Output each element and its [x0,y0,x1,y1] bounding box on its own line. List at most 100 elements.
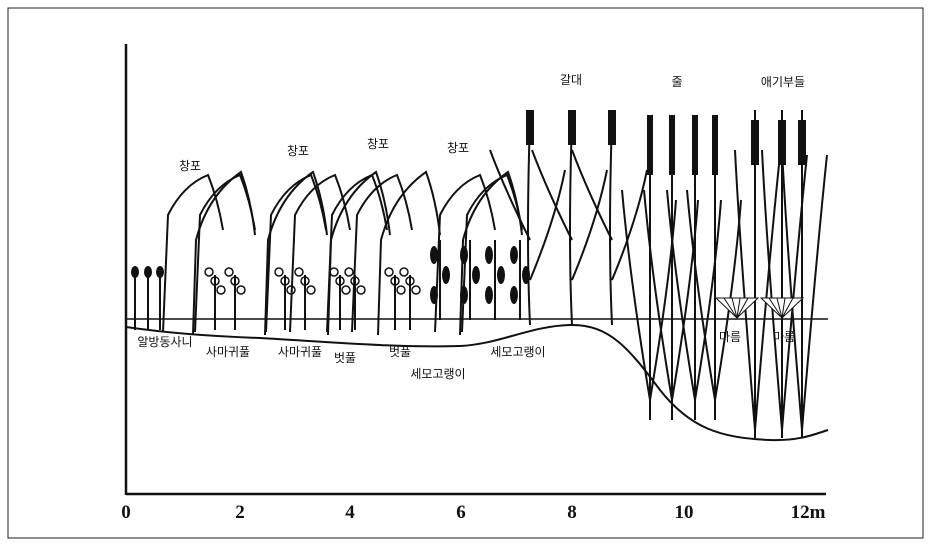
iris-leaf [265,173,327,333]
iris-stem [192,170,256,336]
plant-label: 벗풀 [389,345,411,359]
iris-stem [377,170,441,336]
reed-head [568,110,576,145]
herb-flower [350,276,360,286]
bulrush-leaf [430,246,438,264]
cattail-leaf [781,149,803,431]
herb-flower [294,267,304,277]
herb-flower [405,276,415,286]
herb-flower [204,267,214,277]
herb-flower [399,267,409,277]
rice-leaf [666,189,696,401]
plant-label: 사마귀풀 [206,345,250,359]
cattail-leaf [734,149,756,431]
plant-label: 애기부들 [761,75,805,89]
axis-label: 0 [121,502,131,523]
bulrush-leaf [510,246,518,264]
plant-label: 마름 [773,330,795,344]
cattail-leaf [781,154,808,431]
sedge-head [156,266,164,278]
herb-flower [335,276,345,286]
iris-leaf [289,173,351,333]
ground-profile [125,323,829,442]
rice-leaf [649,199,677,401]
herb-flower [286,285,296,295]
plant-label: 사마귀풀 [278,345,322,359]
herb-flower [344,267,354,277]
iris-leaf [351,173,413,333]
herb-flower [306,285,316,295]
rice-head [669,115,675,175]
herb-flower [230,276,240,286]
rice-head [712,115,718,175]
plant-label: 갈대 [560,73,582,87]
rice-head [647,115,653,175]
plant-label: 알방동사니 [137,335,192,349]
herb-flower [341,285,351,295]
plant-label: 벗풀 [334,351,356,365]
cattail-head [778,120,786,165]
cattail-head [798,120,806,165]
herb-flower [356,285,366,295]
herb-flower [329,267,339,277]
reed-head [608,110,616,145]
cattail-head [751,120,759,165]
herb-flower [210,276,220,286]
plant-label: 창포 [447,141,469,155]
axis-label: 12m [791,502,826,523]
bulrush-leaf [510,286,518,304]
reed-leaf [571,149,613,241]
herb-flower [236,285,246,295]
reed-stem [527,119,531,326]
herb-flower [216,285,226,295]
axis-label: 2 [235,502,245,523]
rice-leaf [671,199,699,401]
bulrush-leaf [497,266,505,284]
bulrush-leaf [430,286,438,304]
bulrush-leaf [485,246,493,264]
reed-leaf [531,149,573,241]
herb-flower [300,276,310,286]
plant-label: 세모고랭이 [490,345,545,359]
herb-flower [274,267,284,277]
bulrush-leaf [485,286,493,304]
chestnut-leaf [736,297,760,319]
bulrush-leaf [442,266,450,284]
herb-flower [390,276,400,286]
herb-flower [224,267,234,277]
axis-label: 6 [456,502,466,523]
reed-head [526,110,534,145]
axis-label: 8 [567,502,577,523]
axis-label: 10 [675,502,694,523]
reed-stem [609,119,613,326]
chestnut-leaf [781,297,805,319]
iris-stem [459,170,523,336]
iris-stem [264,170,328,336]
reed-leaf [611,169,648,281]
plant-label: 세모고랭이 [410,367,465,381]
plant-label: 마름 [719,330,741,344]
herb-flower [384,267,394,277]
sedge-head [144,266,152,278]
rice-leaf [686,189,716,401]
axis-label: 4 [345,502,355,523]
herb-flower [411,285,421,295]
cattail-leaf [801,154,828,431]
rice-head [692,115,698,175]
herb-flower [280,276,290,286]
bulrush-leaf [460,246,468,264]
rice-leaf [694,199,722,401]
iris-leaf [162,173,224,333]
bulrush-leaf [472,266,480,284]
bulrush-leaf [460,286,468,304]
plants [131,110,828,438]
plant-label: 창포 [367,137,389,151]
reed-leaf [489,149,531,241]
sedge-head [131,266,139,278]
iris-leaf [434,173,496,333]
iris-stem [327,170,391,336]
plant-label: 창포 [287,144,309,158]
